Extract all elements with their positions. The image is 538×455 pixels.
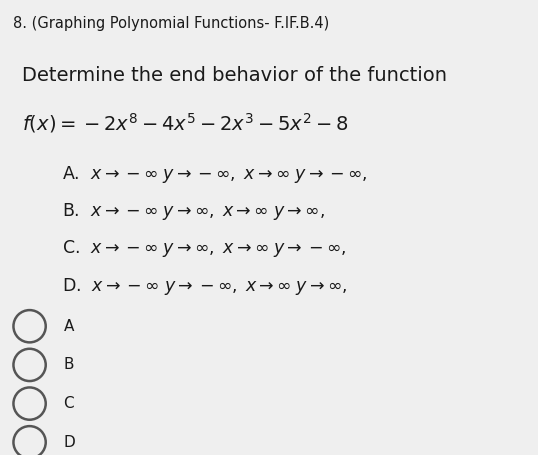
Text: B: B <box>63 358 74 372</box>
Text: $f(x) = -2x^8 - 4x^5 - 2x^3 - 5x^2 - 8$: $f(x) = -2x^8 - 4x^5 - 2x^3 - 5x^2 - 8$ <box>22 111 348 136</box>
Text: C.  $x \rightarrow -\infty\; y \rightarrow \infty,\; x \rightarrow \infty\; y \r: C. $x \rightarrow -\infty\; y \rightarro… <box>62 238 346 259</box>
Text: D: D <box>63 435 75 450</box>
Text: 8. (Graphing Polynomial Functions- F.IF.B.4): 8. (Graphing Polynomial Functions- F.IF.… <box>13 16 330 31</box>
Text: D.  $x \rightarrow -\infty\; y \rightarrow -\infty,\; x \rightarrow \infty\; y \: D. $x \rightarrow -\infty\; y \rightarro… <box>62 276 348 297</box>
Text: Determine the end behavior of the function: Determine the end behavior of the functi… <box>22 66 447 85</box>
Text: C: C <box>63 396 74 411</box>
Text: A: A <box>63 319 74 334</box>
Text: A.  $x \rightarrow -\infty\; y \rightarrow -\infty,\; x \rightarrow \infty\; y \: A. $x \rightarrow -\infty\; y \rightarro… <box>62 164 367 185</box>
Text: B.  $x \rightarrow -\infty\; y \rightarrow \infty,\; x \rightarrow \infty\; y \r: B. $x \rightarrow -\infty\; y \rightarro… <box>62 201 325 222</box>
